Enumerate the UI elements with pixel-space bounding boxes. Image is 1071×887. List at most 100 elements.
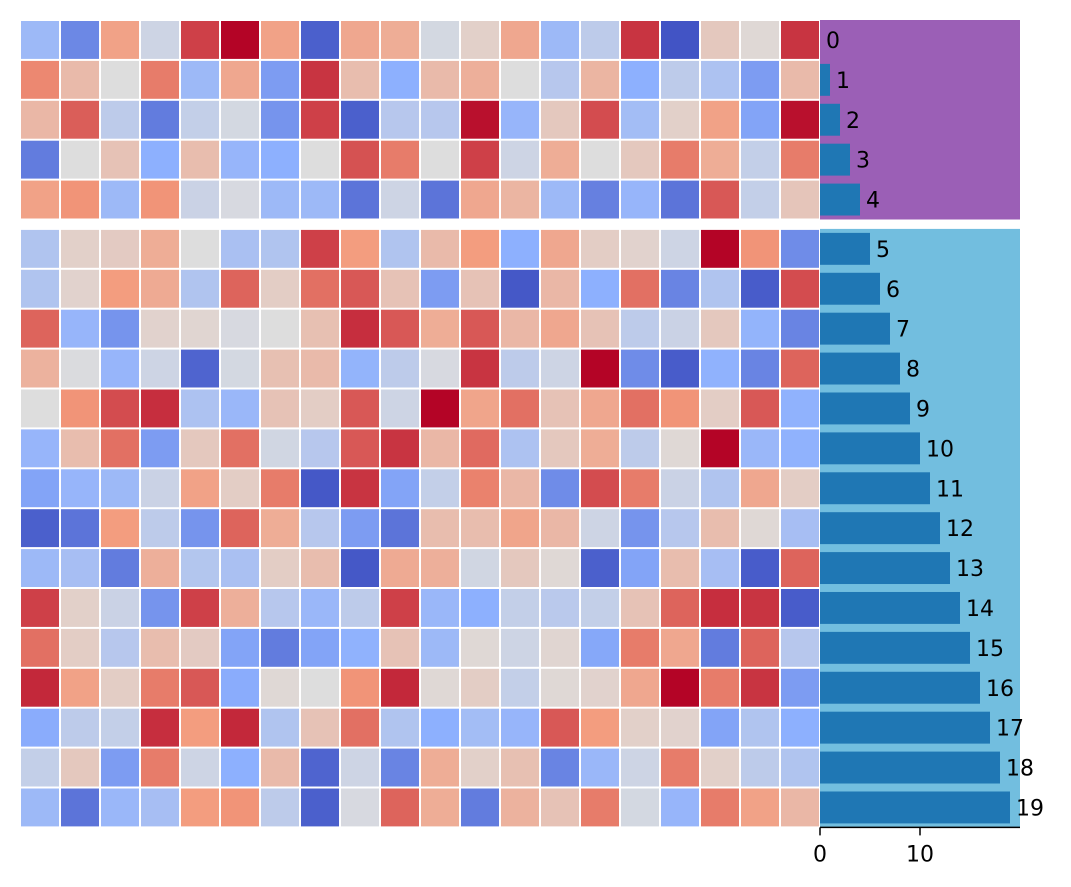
heatmap-cell [221,549,259,587]
heatmap-cell [701,349,739,388]
bar [820,272,880,305]
heatmap-cell [301,509,339,548]
heatmap-cell [181,788,219,827]
heatmap-cell [581,269,619,308]
heatmap-cell [381,60,419,99]
heatmap-cell [21,180,59,219]
heatmap-cell [301,549,339,587]
bar-data-label: 0 [826,29,840,54]
heatmap-cell [741,509,779,548]
heatmap-cell [381,21,419,59]
heatmap-cell [781,628,819,667]
heatmap-cell [461,60,499,99]
heatmap-cell [61,549,99,587]
heatmap-cell [221,309,259,348]
heatmap-cell [461,748,499,787]
heatmap-cell [661,668,699,707]
heatmap-cell [621,509,659,548]
heatmap-cell [261,549,299,587]
heatmap-cell [141,748,179,787]
heatmap-cell [101,100,139,139]
heatmap-cell [181,60,219,99]
heatmap-cell [261,708,299,747]
heatmap-cell [21,708,59,747]
heatmap-cell [21,309,59,348]
heatmap-cell [781,269,819,308]
heatmap-cell [701,589,739,627]
heatmap-cell [381,100,419,139]
heatmap-cell [141,229,179,268]
heatmap-cell [661,140,699,179]
heatmap-cell [541,100,579,139]
heatmap-cell [421,549,459,587]
bar-data-label: 10 [926,437,954,462]
heatmap-cell [301,628,339,667]
heatmap-cell [501,229,539,268]
heatmap-cell [501,389,539,428]
heatmap-cell [261,509,299,548]
heatmap-cell [101,708,139,747]
heatmap-cell [621,589,659,627]
heatmap-cell [741,628,779,667]
heatmap-cell [341,668,379,707]
heatmap-cell [421,708,459,747]
heatmap-cell [381,628,419,667]
heatmap-cell [61,469,99,508]
heatmap-cell [341,469,379,508]
heatmap-cell [581,309,619,348]
heatmap-cell [21,21,59,59]
heatmap-cell [101,309,139,348]
heatmap-cell [741,549,779,587]
heatmap-cell [341,748,379,787]
bar-data-label: 11 [936,477,964,502]
heatmap-cell [781,509,819,548]
bar-data-label: 8 [906,358,920,383]
heatmap-cell [301,748,339,787]
heatmap-cell [741,429,779,468]
heatmap-cell [501,60,539,99]
heatmap-cell [741,708,779,747]
heatmap-cell [701,140,739,179]
heatmap-cell [61,429,99,468]
heatmap-cell [21,349,59,388]
heatmap-cell [221,180,259,219]
heatmap-cell [21,229,59,268]
heatmap-cell [581,628,619,667]
heatmap-cell [661,589,699,627]
heatmap-cell [21,140,59,179]
heatmap-cell [661,229,699,268]
heatmap-cell [501,140,539,179]
heatmap-cell [301,788,339,827]
heatmap-cell [261,269,299,308]
heatmap-cell [381,748,419,787]
heatmap-cell [621,549,659,587]
heatmap-cell [141,100,179,139]
heatmap-cell [581,589,619,627]
heatmap-cell [501,668,539,707]
heatmap-cell [421,389,459,428]
heatmap-cell [781,349,819,388]
heatmap-cell [701,389,739,428]
heatmap-cell [581,429,619,468]
heatmap-cell [701,21,739,59]
heatmap-cell [141,509,179,548]
heatmap-cell [101,269,139,308]
heatmap-cell [621,60,659,99]
heatmap-cell [581,21,619,59]
heatmap-cell [701,229,739,268]
bar-data-label: 5 [876,238,890,263]
heatmap-cell [341,389,379,428]
heatmap-cell [661,309,699,348]
heatmap-cell [341,269,379,308]
heatmap-cell [221,708,259,747]
heatmap-cell [261,180,299,219]
bar-data-label: 4 [866,189,880,214]
heatmap-cell [341,180,379,219]
heatmap-cell [101,748,139,787]
heatmap-cell [301,589,339,627]
heatmap-cell [501,469,539,508]
heatmap-cell [101,628,139,667]
heatmap-cell [421,429,459,468]
